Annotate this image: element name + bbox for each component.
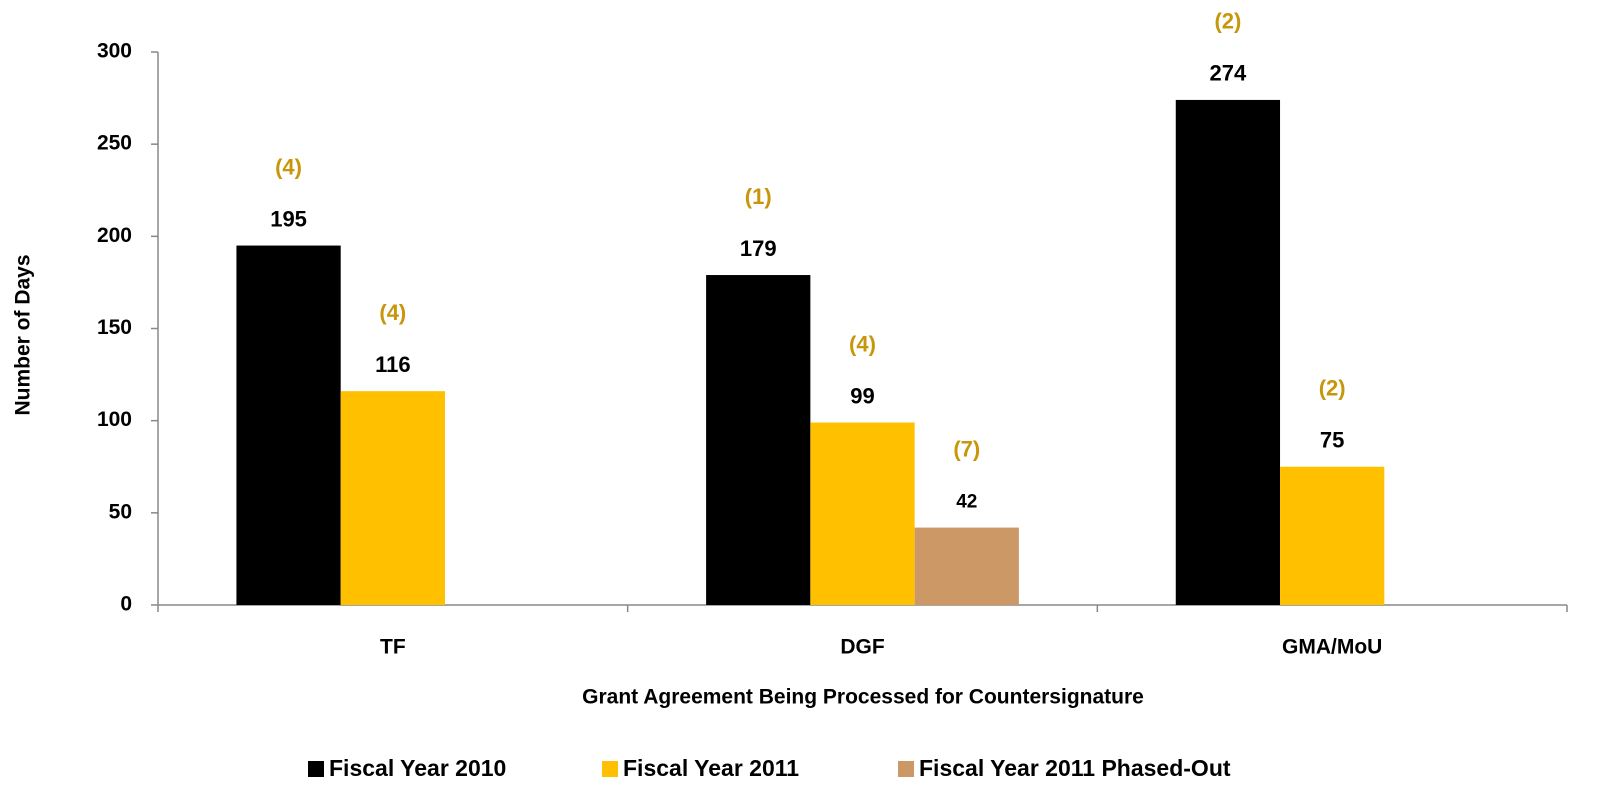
value-label: 116 xyxy=(375,352,411,377)
y-axis-title: Number of Days xyxy=(12,254,35,415)
y-tick-label: 50 xyxy=(109,500,132,523)
y-tick-label: 0 xyxy=(120,593,132,616)
count-annotation: (4) xyxy=(849,331,876,356)
y-tick-label: 300 xyxy=(97,40,132,63)
y-tick-label: 100 xyxy=(97,408,132,431)
bar xyxy=(1175,99,1281,605)
x-axis-title: Grant Agreement Being Processed for Coun… xyxy=(582,686,1144,709)
bar xyxy=(236,245,341,606)
value-label: 75 xyxy=(1320,428,1344,453)
x-tick-label: TF xyxy=(380,636,406,659)
legend-label: Fiscal Year 2010 xyxy=(329,755,506,781)
value-label: 195 xyxy=(270,206,307,231)
legend-label: Fiscal Year 2011 Phased-Out xyxy=(919,755,1231,781)
legend-label: Fiscal Year 2011 xyxy=(623,755,799,781)
x-tick-label: GMA/MoU xyxy=(1282,636,1382,659)
count-annotation: (2) xyxy=(1319,376,1346,401)
y-tick-label: 150 xyxy=(97,316,132,339)
bar xyxy=(1280,466,1385,605)
legend-swatch xyxy=(602,761,618,777)
legend-swatch xyxy=(308,761,324,777)
y-tick-label: 200 xyxy=(97,224,132,247)
count-annotation: (4) xyxy=(275,154,302,179)
bar xyxy=(914,527,1019,605)
count-annotation: (4) xyxy=(379,300,406,325)
value-label: 99 xyxy=(850,383,874,408)
count-annotation: (2) xyxy=(1214,9,1241,34)
value-label: 179 xyxy=(740,236,777,261)
bar xyxy=(810,422,915,605)
x-tick-label: DGF xyxy=(840,636,885,659)
bar xyxy=(706,275,811,605)
count-annotation: (1) xyxy=(745,184,772,209)
value-label: 274 xyxy=(1210,61,1247,86)
value-label: 42 xyxy=(956,492,977,513)
legend-swatch xyxy=(898,761,914,777)
count-annotation: (7) xyxy=(953,436,980,461)
y-tick-label: 250 xyxy=(97,132,132,155)
bar xyxy=(340,391,445,605)
